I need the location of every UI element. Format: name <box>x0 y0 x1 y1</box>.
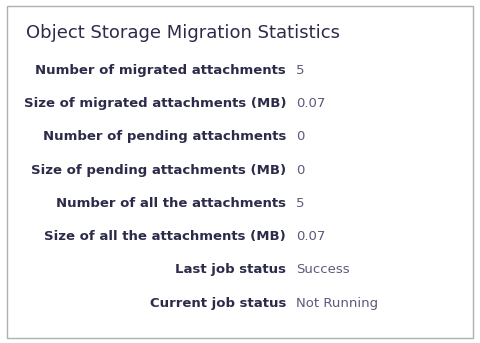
Text: Success: Success <box>295 263 348 276</box>
Text: 0.07: 0.07 <box>295 230 324 243</box>
Text: Object Storage Migration Statistics: Object Storage Migration Statistics <box>26 24 340 42</box>
Text: Number of migrated attachments: Number of migrated attachments <box>36 64 286 77</box>
Text: Size of all the attachments (MB): Size of all the attachments (MB) <box>44 230 286 243</box>
Text: 0: 0 <box>295 130 303 143</box>
Text: 0: 0 <box>295 164 303 177</box>
Text: Current job status: Current job status <box>149 297 286 310</box>
Text: Size of pending attachments (MB): Size of pending attachments (MB) <box>31 164 286 177</box>
Text: Last job status: Last job status <box>175 263 286 276</box>
Text: Size of migrated attachments (MB): Size of migrated attachments (MB) <box>24 97 286 110</box>
Text: Not Running: Not Running <box>295 297 377 310</box>
Text: 0.07: 0.07 <box>295 97 324 110</box>
Text: 5: 5 <box>295 64 304 77</box>
Text: 5: 5 <box>295 197 304 210</box>
Text: Number of all the attachments: Number of all the attachments <box>56 197 286 210</box>
Text: Number of pending attachments: Number of pending attachments <box>43 130 286 143</box>
FancyBboxPatch shape <box>7 6 472 338</box>
